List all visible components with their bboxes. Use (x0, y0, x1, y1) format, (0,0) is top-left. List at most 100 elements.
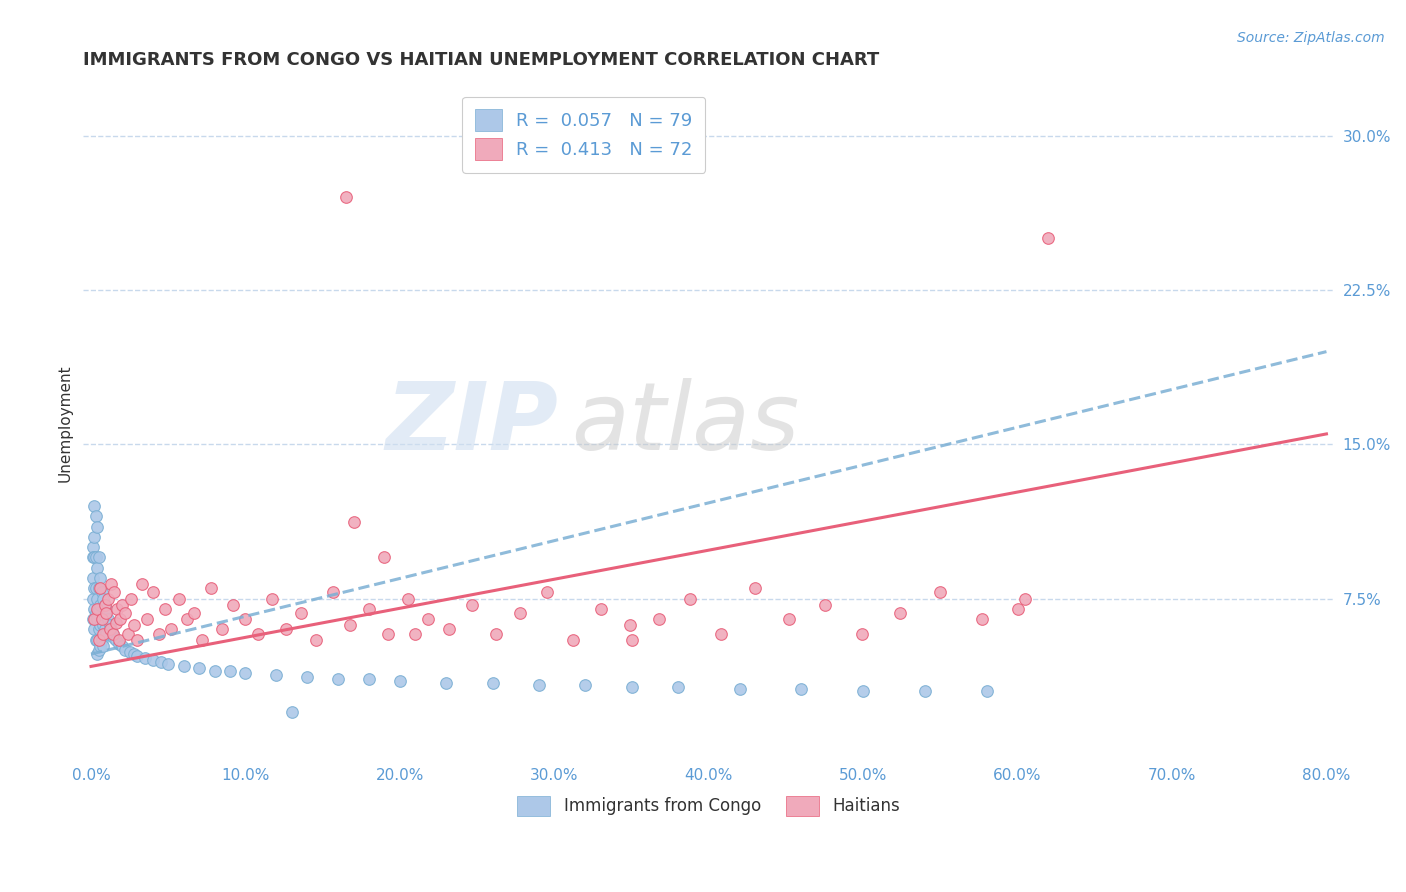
Point (1007, 602, 1029, 616)
Point (87, 602, 110, 616)
Point (96, 626, 118, 640)
Text: Source: ZipAtlas.com: Source: ZipAtlas.com (1237, 31, 1385, 45)
Point (813, 598, 835, 612)
Point (89, 571, 111, 585)
Point (97, 612, 120, 626)
Point (108, 632, 131, 647)
Point (87, 581, 110, 595)
Point (290, 606, 312, 620)
Point (778, 612, 800, 626)
Point (82, 591, 104, 606)
Point (100, 623, 122, 637)
Point (434, 676, 457, 690)
Point (970, 612, 993, 626)
Point (89, 598, 111, 612)
Point (142, 653, 165, 667)
Point (90, 612, 112, 626)
Point (527, 678, 550, 692)
Point (914, 684, 936, 698)
Point (127, 632, 149, 647)
Point (82, 571, 104, 585)
Point (83, 530, 105, 544)
Point (83, 602, 105, 616)
Point (176, 612, 198, 626)
Point (326, 672, 349, 686)
Point (86, 560, 108, 574)
Point (86, 591, 108, 606)
Point (93, 591, 115, 606)
Point (87, 623, 110, 637)
Point (94, 623, 117, 637)
Point (142, 585, 165, 599)
Point (83, 499, 105, 513)
Point (110, 612, 132, 626)
Point (101, 626, 124, 640)
Point (86, 612, 108, 626)
Point (357, 602, 380, 616)
Point (929, 585, 952, 599)
Point (274, 623, 297, 637)
Point (439, 623, 461, 637)
Point (322, 585, 344, 599)
Point (851, 626, 873, 640)
Point (101, 626, 124, 640)
Point (266, 667, 288, 681)
Point (619, 618, 641, 632)
Point (149, 655, 172, 669)
Point (134, 651, 156, 665)
Point (620, 680, 643, 694)
Point (281, 705, 304, 719)
Point (589, 602, 612, 616)
Point (89, 581, 111, 595)
Point (98, 623, 121, 637)
Point (84, 550, 107, 565)
Point (111, 598, 134, 612)
Point (93, 626, 115, 640)
Point (87, 643, 110, 657)
Point (976, 684, 998, 698)
Point (127, 649, 149, 664)
Point (339, 618, 361, 632)
Point (82, 550, 104, 565)
Point (305, 632, 328, 647)
Point (97, 591, 120, 606)
Point (183, 606, 205, 620)
Point (114, 643, 136, 657)
Point (83, 623, 105, 637)
Point (620, 632, 643, 647)
Point (93, 618, 115, 632)
Point (86, 632, 108, 647)
Point (852, 684, 875, 698)
Point (188, 661, 211, 675)
Point (790, 681, 813, 696)
Point (889, 606, 911, 620)
Point (536, 585, 558, 599)
Point (82, 612, 104, 626)
Point (131, 577, 153, 591)
Point (388, 673, 411, 688)
Point (83, 612, 105, 626)
Point (114, 606, 136, 620)
Text: IMMIGRANTS FROM CONGO VS HAITIAN UNEMPLOYMENT CORRELATION CHART: IMMIGRANTS FROM CONGO VS HAITIAN UNEMPLO… (83, 51, 880, 69)
Point (82, 540, 104, 554)
Point (100, 577, 122, 591)
Point (103, 631, 125, 645)
Point (148, 626, 170, 640)
Point (744, 581, 766, 595)
Point (96, 602, 118, 616)
Point (167, 591, 190, 606)
Point (84, 632, 107, 647)
Legend: Immigrants from Congo, Haitians: Immigrants from Congo, Haitians (510, 789, 907, 822)
Point (104, 632, 127, 647)
Point (373, 550, 395, 565)
Y-axis label: Unemployment: Unemployment (58, 365, 72, 483)
Point (90, 632, 112, 647)
Point (86, 647, 108, 661)
Point (211, 623, 233, 637)
Point (461, 598, 484, 612)
Point (246, 626, 269, 640)
Point (89, 639, 111, 653)
Point (235, 665, 257, 680)
Point (122, 618, 145, 632)
Point (98, 618, 121, 632)
